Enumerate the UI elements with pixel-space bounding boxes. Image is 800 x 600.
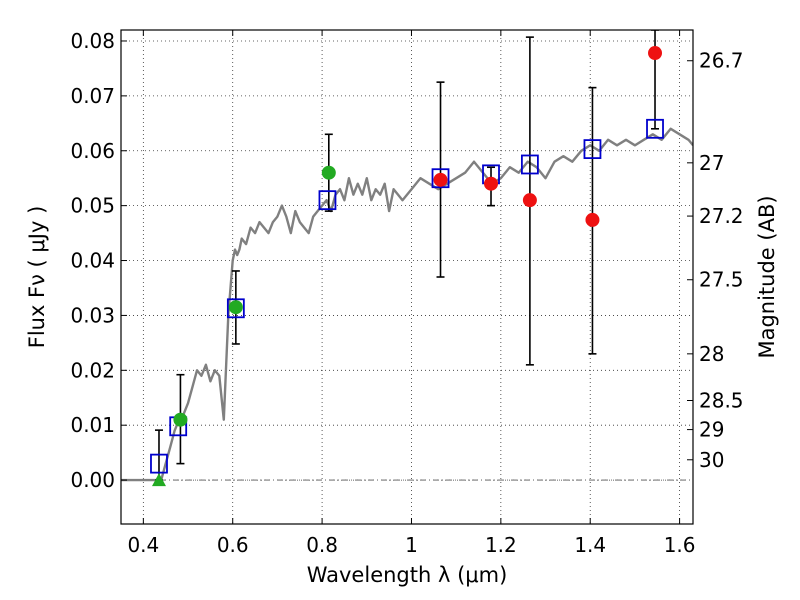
upper-limit-triangle bbox=[151, 473, 166, 487]
right-tick-label: 26.7 bbox=[699, 49, 744, 73]
y-tick-label: 0.02 bbox=[70, 358, 115, 382]
right-tick-label: 30 bbox=[699, 448, 724, 472]
right-tick-label: 29 bbox=[699, 418, 724, 442]
red-observed-point bbox=[433, 172, 448, 187]
right-tick-label: 27.5 bbox=[699, 268, 744, 292]
y-tick-label: 0.07 bbox=[70, 84, 115, 108]
plot-background bbox=[121, 30, 693, 524]
red-observed-point bbox=[585, 212, 600, 227]
green-observed-point bbox=[173, 412, 188, 427]
y-tick-label: 0.00 bbox=[70, 468, 115, 492]
ticks bbox=[121, 30, 693, 524]
y-tick-label: 0.08 bbox=[70, 29, 115, 53]
model-square-point bbox=[431, 168, 450, 189]
x-tick-label: 1.4 bbox=[574, 533, 606, 557]
model-square-point bbox=[646, 118, 664, 139]
x-tick-label: 0.8 bbox=[306, 533, 338, 557]
y-tick-label: 0.06 bbox=[70, 139, 115, 163]
sed-line bbox=[121, 127, 693, 482]
y-axis-label: Flux Fν ( μJy ) bbox=[25, 206, 49, 349]
x-tick-label: 1.2 bbox=[485, 533, 517, 557]
green-observed-point bbox=[321, 165, 336, 180]
x-tick-label: 0.4 bbox=[127, 533, 159, 557]
plot-frame bbox=[120, 29, 694, 525]
right-tick-label: 28.5 bbox=[699, 389, 744, 413]
right-tick-label: 28 bbox=[699, 342, 724, 366]
model-square-point bbox=[318, 190, 337, 211]
tick-labels: 0.4 0.6 0.8 1 1.2 1.4 1.6 0.00 0.01 0.02 0.03 0.04 0… bbox=[70, 29, 743, 557]
y-tick-label: 0.03 bbox=[70, 303, 115, 327]
y-tick-label: 0.05 bbox=[70, 194, 115, 218]
red-observed-point bbox=[648, 46, 663, 61]
model-square-point bbox=[583, 139, 602, 160]
x-tick-label: 0.6 bbox=[217, 533, 249, 557]
y-tick-label: 0.04 bbox=[70, 249, 115, 273]
x-tick-label: 1 bbox=[405, 533, 418, 557]
red-observed-point bbox=[484, 176, 499, 191]
right-tick-label: 27.2 bbox=[699, 204, 744, 228]
y-tick-label: 0.01 bbox=[70, 413, 115, 437]
model-square-point bbox=[520, 154, 539, 175]
plot-content bbox=[121, 30, 693, 487]
red-observed-point bbox=[522, 193, 537, 208]
x-tick-label: 1.6 bbox=[664, 533, 696, 557]
right-axis-label: Magnitude (AB) bbox=[755, 195, 779, 358]
model-square-point bbox=[226, 298, 245, 319]
x-axis-label: Wavelength λ (μm) bbox=[307, 563, 508, 587]
model-square-point bbox=[150, 453, 168, 474]
right-tick-label: 27 bbox=[699, 151, 724, 175]
green-observed-point bbox=[228, 300, 243, 315]
